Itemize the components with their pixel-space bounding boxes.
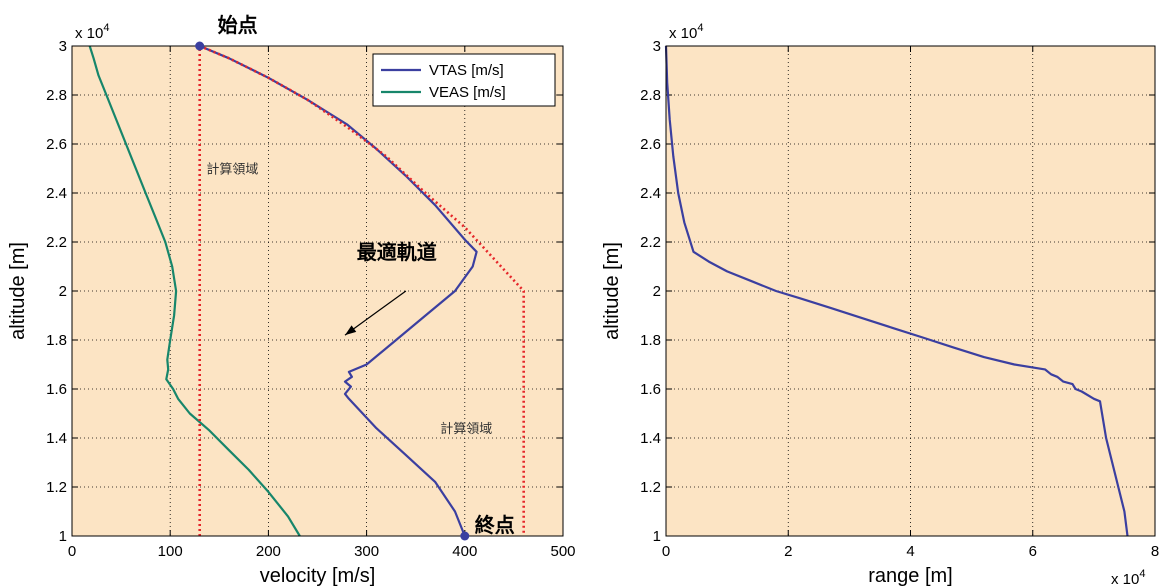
annotation-arrow-line — [344, 290, 407, 336]
left-x-axis-label: velocity [m/s] — [260, 565, 376, 587]
x-tick-label: 200 — [256, 543, 281, 560]
y-tick-label: 2.4 — [46, 185, 67, 202]
x-tick-label: 2 — [784, 543, 792, 560]
left-plot-frame — [71, 45, 564, 537]
annotation-label: 終点 — [475, 513, 515, 537]
x-tick-label: 400 — [452, 543, 477, 560]
right-plot-frame — [665, 45, 1156, 537]
x-tick-label: 8 — [1151, 543, 1159, 560]
annotation-label: 最適軌道 — [357, 240, 437, 264]
y-tick-label: 2.8 — [640, 87, 661, 104]
right-x-axis-label: range [m] — [868, 565, 952, 587]
left-y-multiplier-base: x 10 — [75, 25, 103, 42]
series-line-0 — [199, 44, 478, 537]
right-chart-panel: 0 2 4 6 8 1 1.2 1.4 1.6 1.8 2 2.2 2.4 2.6 2.8 3 range [… — [601, 22, 1159, 588]
y-tick-label: 1.6 — [640, 381, 661, 398]
y-tick-label: 1 — [59, 528, 67, 545]
left-legend: VTAS [m/s] VEAS [m/s] — [372, 53, 556, 107]
y-tick-label: 1 — [653, 528, 661, 545]
x-tick-label: 100 — [158, 543, 183, 560]
left-y-axis-label: altitude [m] — [7, 242, 29, 340]
start-marker — [195, 41, 205, 51]
y-tick-label: 2.2 — [640, 234, 661, 251]
y-tick-label: 1.2 — [46, 479, 67, 496]
x-tick-label: 6 — [1029, 543, 1037, 560]
y-tick-label: 1.8 — [640, 332, 661, 349]
y-tick-label: 1.8 — [46, 332, 67, 349]
y-tick-label: 1.6 — [46, 381, 67, 398]
y-tick-label: 2.4 — [640, 185, 661, 202]
right-x-multiplier-base: x 10 — [1111, 571, 1139, 588]
annotation-label: 計算領域 — [206, 161, 258, 177]
y-tick-label: 2.2 — [46, 234, 67, 251]
y-tick-label: 2.6 — [46, 136, 67, 153]
left-chart-panel: 0 100 200 300 400 500 1 1.2 1.4 1.6 1.8 2 2.2 2.4 2.6 2… — [7, 13, 576, 587]
right-y-multiplier-exp: 4 — [697, 22, 703, 34]
right-x-multiplier-exp: 4 — [1139, 568, 1145, 580]
y-tick-label: 2 — [59, 283, 67, 300]
y-tick-label: 2.8 — [46, 87, 67, 104]
calc-domain-boundary-line — [198, 44, 526, 536]
right-y-multiplier: x 104 — [669, 22, 703, 42]
y-tick-label: 1.4 — [640, 430, 661, 447]
y-tick-label: 2 — [653, 283, 661, 300]
x-tick-label: 0 — [662, 543, 670, 560]
left-y-multiplier: x 104 — [75, 22, 109, 42]
series-line-1 — [88, 45, 301, 537]
y-tick-label: 3 — [59, 38, 67, 55]
right-series — [664, 45, 1129, 537]
annotation-label: 計算領域 — [440, 421, 492, 437]
right-y-multiplier-base: x 10 — [669, 25, 697, 42]
right-y-axis-label: altitude [m] — [601, 242, 623, 340]
end-marker — [460, 531, 470, 541]
series-line-0 — [664, 45, 1129, 537]
annotation-arrow-head — [344, 325, 357, 336]
left-ticks: 0 100 200 300 400 500 1 1.2 1.4 1.6 1.8 2 2.2 2.4 2.6 2… — [46, 38, 575, 560]
legend-box — [372, 53, 556, 107]
x-tick-label: 500 — [550, 543, 575, 560]
right-grid — [666, 46, 1155, 536]
y-tick-label: 3 — [653, 38, 661, 55]
x-tick-label: 300 — [354, 543, 379, 560]
left-y-multiplier-exp: 4 — [103, 22, 109, 34]
y-tick-label: 1.2 — [640, 479, 661, 496]
x-tick-label: 0 — [68, 543, 76, 560]
annotation-label: 始点 — [218, 13, 258, 37]
y-tick-label: 2.6 — [640, 136, 661, 153]
y-tick-label: 1.4 — [46, 430, 67, 447]
legend-label: VEAS [m/s] — [429, 84, 506, 101]
x-tick-label: 4 — [906, 543, 914, 560]
left-grid — [72, 46, 563, 536]
right-x-multiplier: x 104 — [1111, 568, 1145, 588]
left-plot-area — [72, 46, 563, 536]
left-series — [88, 44, 526, 537]
legend-label: VTAS [m/s] — [429, 62, 504, 79]
